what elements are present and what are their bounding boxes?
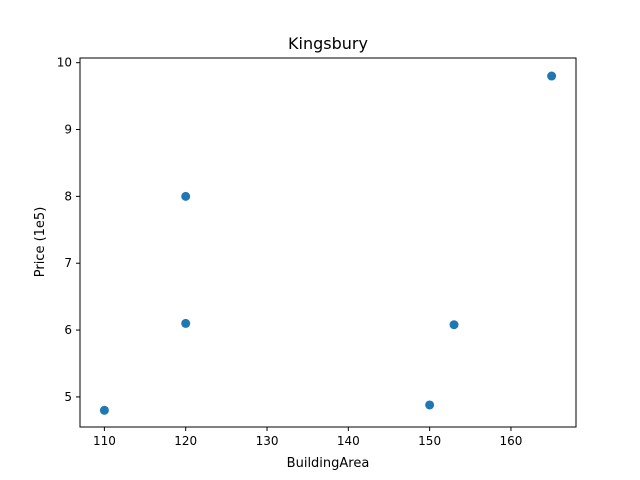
data-point (99, 405, 109, 415)
x-tick-label: 140 (337, 434, 360, 448)
y-axis: 5 6 7 8 9 10 (57, 56, 80, 404)
y-tick-label: 8 (64, 189, 72, 203)
x-tick-label: 150 (418, 434, 441, 448)
x-tick-label: 160 (499, 434, 522, 448)
data-point (181, 318, 191, 328)
plot-area (99, 71, 557, 415)
data-point (425, 400, 435, 410)
x-tick-label: 120 (174, 434, 197, 448)
plot-frame (79, 57, 577, 428)
y-tick-label: 10 (57, 56, 72, 70)
y-tick-label: 9 (64, 123, 72, 137)
data-point (449, 320, 459, 330)
y-axis-label: Price (1e5) (33, 207, 48, 278)
y-tick-label: 7 (64, 256, 72, 270)
chart-title: Kingsbury (288, 34, 368, 53)
x-tick-label: 130 (256, 434, 279, 448)
x-tick-label: 110 (93, 434, 116, 448)
data-point (547, 71, 557, 81)
y-tick-label: 5 (64, 390, 72, 404)
y-tick-label: 6 (64, 323, 72, 337)
x-axis: 110 120 130 140 150 160 (93, 427, 522, 448)
x-axis-label: BuildingArea (287, 456, 370, 471)
data-point (181, 191, 191, 201)
